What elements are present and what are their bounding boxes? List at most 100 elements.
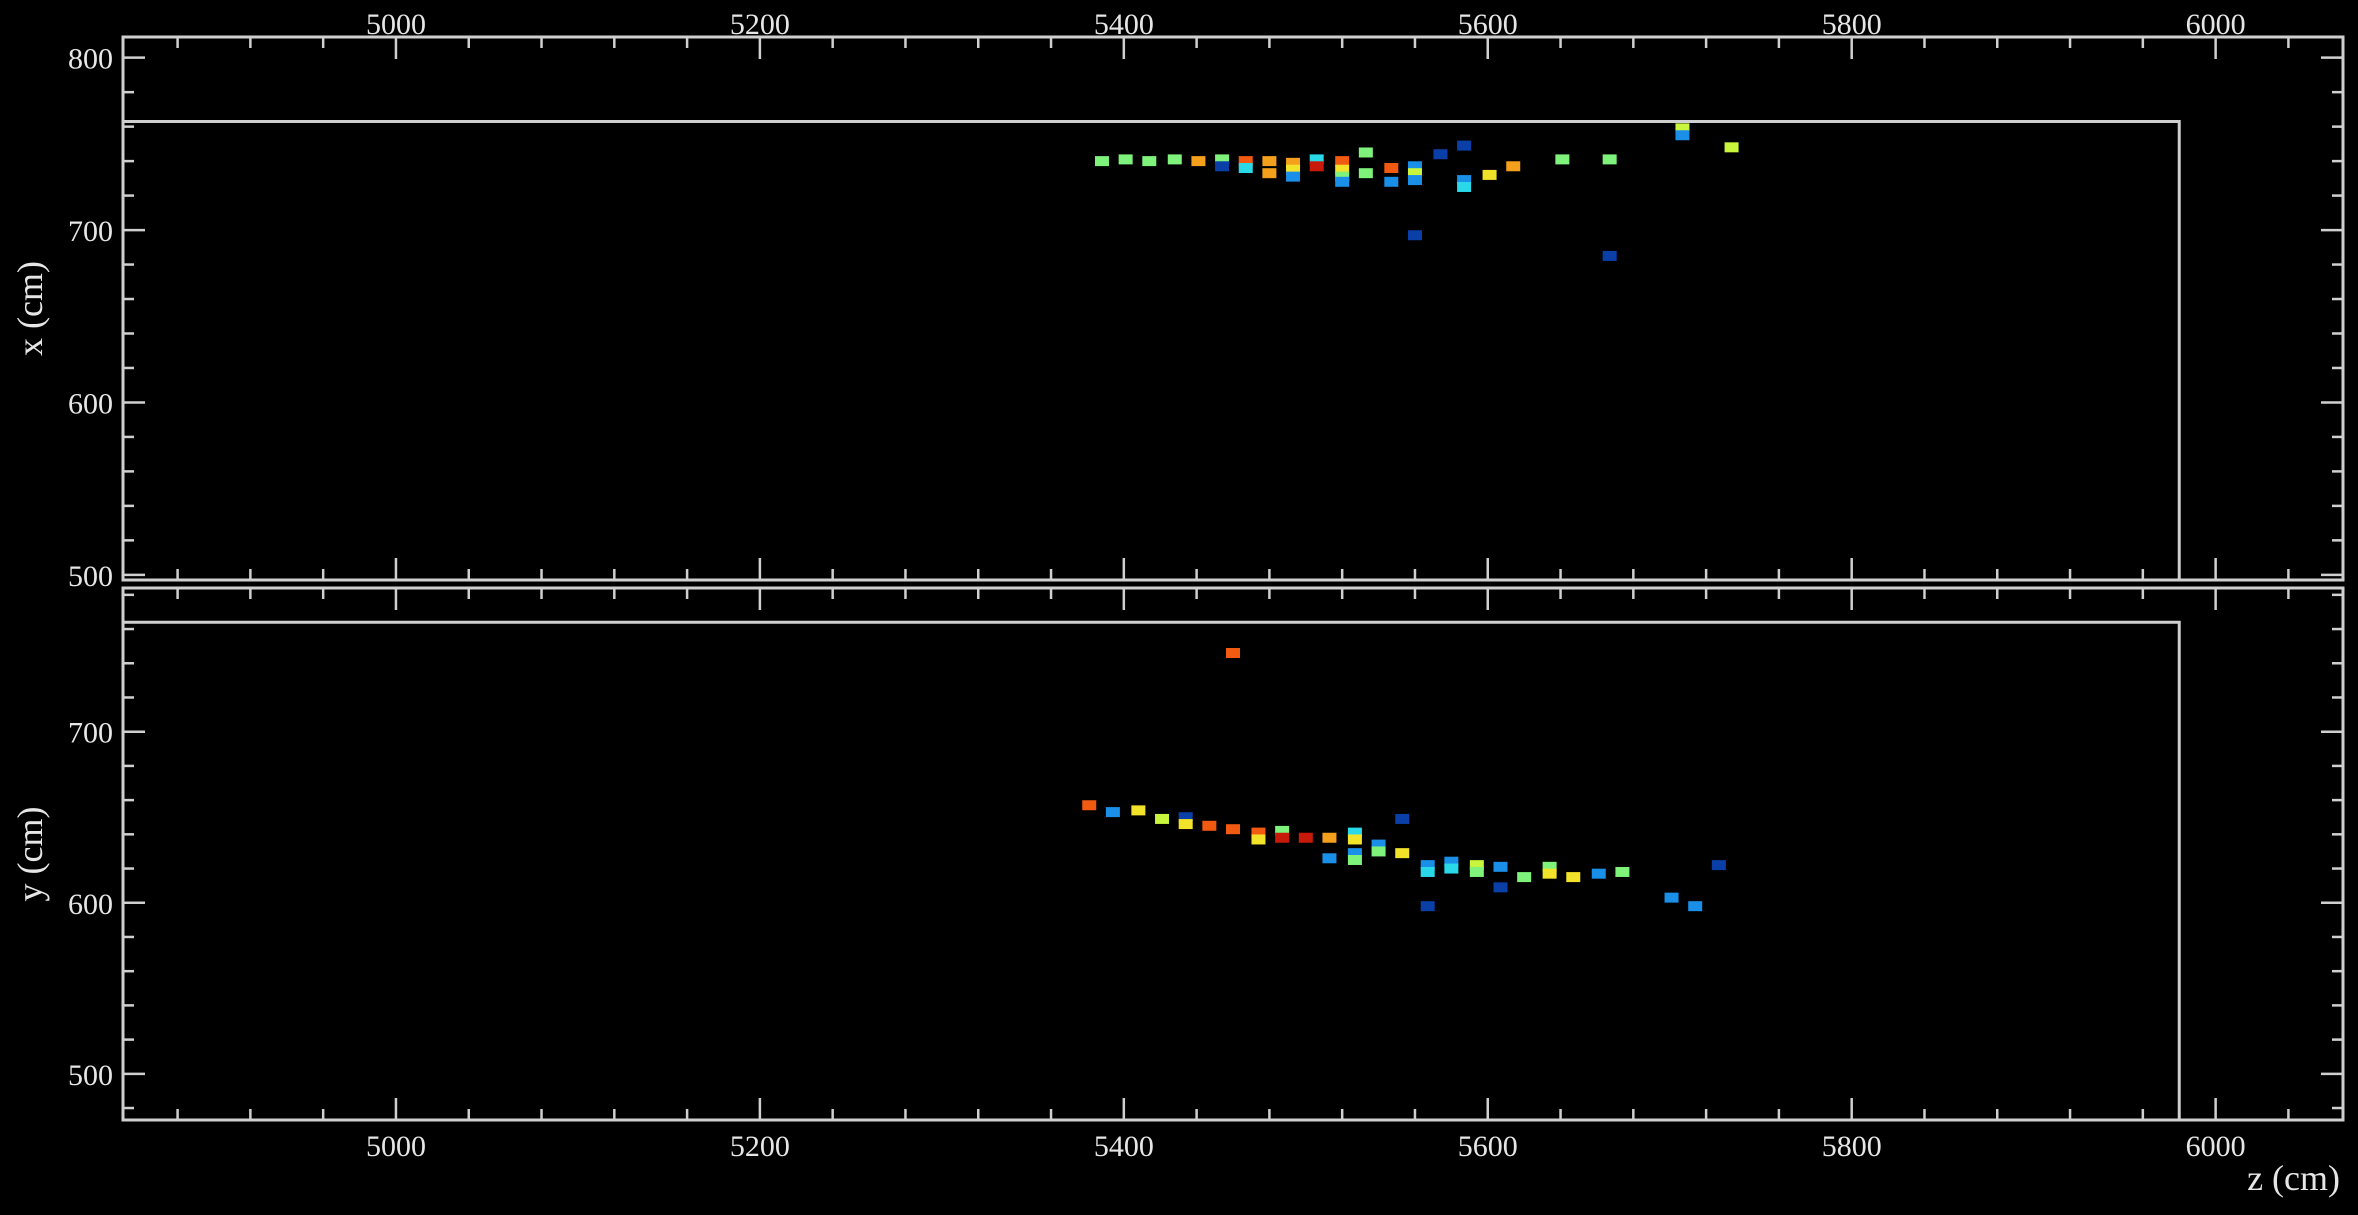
- hit-point: [1131, 805, 1146, 816]
- hit-point: [1407, 175, 1422, 186]
- hit-point: [1420, 866, 1435, 877]
- hit-point: [1482, 169, 1497, 180]
- hit-point: [1506, 161, 1521, 172]
- x-tick-label: 5800: [1822, 1130, 1882, 1163]
- hit-point: [1298, 832, 1313, 843]
- y-axis-title: y (cm): [10, 807, 50, 902]
- hit-point: [1262, 168, 1277, 179]
- hit-point: [1167, 154, 1182, 165]
- hit-point: [1493, 882, 1508, 893]
- hit-point: [1347, 848, 1362, 859]
- hit-point: [1094, 156, 1109, 167]
- hit-point: [1251, 834, 1266, 845]
- hit-point: [1335, 156, 1350, 167]
- hit-point: [1444, 856, 1459, 867]
- plot-frame: [121, 586, 2345, 1122]
- detector-outline: [123, 620, 2181, 1120]
- hit-point: [1457, 175, 1472, 186]
- hit-point: [1286, 164, 1301, 175]
- hit-point: [1105, 807, 1120, 818]
- hit-point: [1335, 176, 1350, 187]
- hit-point: [1309, 154, 1324, 165]
- hit-point: [1407, 230, 1422, 241]
- x-tick-label: 5400: [1094, 1130, 1154, 1163]
- hit-point: [1433, 149, 1448, 160]
- hit-point: [1395, 848, 1410, 859]
- x-tick-label: 5000: [366, 1130, 426, 1163]
- hit-point: [1251, 827, 1266, 838]
- hit-point: [1407, 168, 1422, 179]
- x-tick-label: 6000: [2186, 8, 2246, 41]
- hit-point: [1542, 868, 1557, 879]
- hit-point: [1371, 839, 1386, 850]
- hit-point: [1215, 161, 1230, 172]
- hit-point: [1215, 154, 1230, 165]
- hit-point: [1664, 892, 1679, 903]
- x-tick-label: 5000: [366, 8, 426, 41]
- hit-point: [1238, 163, 1253, 174]
- y-tick-label: 600: [68, 888, 113, 921]
- y-axis-title: x (cm): [10, 261, 50, 356]
- hit-point: [1226, 648, 1240, 659]
- hit-point: [1493, 861, 1508, 872]
- hit-point: [1275, 825, 1290, 836]
- hit-point: [1444, 863, 1459, 874]
- hit-point: [1309, 161, 1324, 172]
- hit-point: [1420, 901, 1435, 912]
- y-tick-label: 600: [68, 387, 113, 420]
- hit-point: [1688, 901, 1703, 912]
- hit-point: [1347, 854, 1362, 865]
- x-tick-label: 5200: [730, 8, 790, 41]
- hit-point: [1724, 142, 1739, 153]
- hit-point: [1420, 860, 1435, 871]
- top-panel-xz-view: 5000 5200 5400 5600 5800 6000 500 600 700 800 x (c…: [10, 8, 2345, 593]
- hit-point: [1407, 161, 1422, 172]
- hit-point: [1358, 168, 1373, 179]
- hit-point: [1142, 156, 1157, 167]
- hit-point: [1286, 157, 1301, 168]
- hit-point: [1178, 812, 1193, 823]
- x-tick-label: 5800: [1822, 8, 1882, 41]
- x-axis-title: z (cm): [2247, 1158, 2340, 1198]
- hit-point: [1384, 163, 1399, 174]
- hit-point: [1202, 820, 1217, 831]
- x-tick-label: 5600: [1458, 1130, 1518, 1163]
- hit-point: [1469, 866, 1484, 877]
- hit-point: [1238, 156, 1253, 167]
- x-tick-label: 5400: [1094, 8, 1154, 41]
- hit-point: [1457, 140, 1472, 151]
- hit-point: [1286, 171, 1301, 182]
- x-tick-label: 6000: [2186, 1130, 2246, 1163]
- hit-point: [1178, 819, 1193, 830]
- hit-point: [1347, 834, 1362, 845]
- hit-point: [1371, 846, 1386, 857]
- hit-point: [1191, 156, 1206, 167]
- hit-point: [1469, 860, 1484, 871]
- hit-point: [1591, 868, 1606, 879]
- hit-point: [1395, 813, 1410, 824]
- bottom-panel-yz-view: 5000 5200 5400 5600 5800 6000 500 600 700 y (cm) z…: [10, 586, 2345, 1198]
- hit-point: [1711, 860, 1726, 871]
- x-tick-label: 5600: [1458, 8, 1518, 41]
- hit-point: [1335, 171, 1350, 182]
- y-tick-label: 700: [68, 717, 113, 750]
- hit-point: [1322, 832, 1337, 843]
- hit-point: [1615, 866, 1630, 877]
- hit-point: [1335, 164, 1350, 175]
- y-tick-label: 500: [68, 1059, 113, 1092]
- hit-point: [1384, 176, 1399, 187]
- hit-point: [1602, 154, 1617, 165]
- hit-point: [1347, 827, 1362, 838]
- hit-point: [1675, 123, 1690, 134]
- hit-point: [1155, 813, 1170, 824]
- y-tick-label: 500: [68, 560, 113, 593]
- hit-point: [1542, 861, 1557, 872]
- hit-point: [1082, 800, 1097, 811]
- plot-frame: [121, 35, 2345, 582]
- hit-point: [1262, 156, 1277, 167]
- hit-point: [1275, 832, 1290, 843]
- hit-point: [1675, 130, 1690, 141]
- hit-point: [1555, 154, 1570, 165]
- hit-point: [1118, 154, 1133, 165]
